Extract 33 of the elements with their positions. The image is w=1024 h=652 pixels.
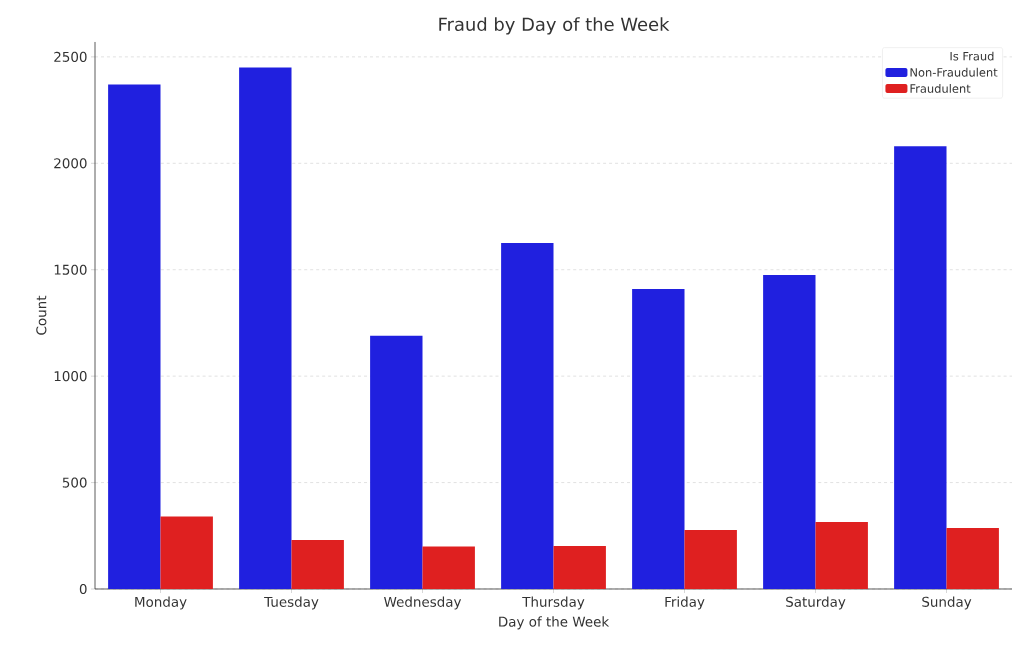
x-tick-label: Thursday (522, 596, 585, 610)
x-tick-label: Friday (665, 596, 705, 610)
y-tick-label: 2500 (54, 51, 87, 62)
x-tick-label: Monday (135, 596, 187, 610)
y-tick-label: 1000 (54, 371, 87, 382)
bar (108, 84, 161, 589)
x-tick-label: Tuesday (264, 596, 319, 610)
bar (291, 540, 344, 589)
y-axis-title: Count (36, 295, 47, 335)
legend-label: Non-Fraudulent (910, 67, 998, 77)
bar (894, 146, 947, 589)
x-tick-label: Saturday (786, 596, 846, 610)
bar (239, 67, 292, 589)
x-axis-title: Day of the Week (499, 616, 610, 630)
bar (632, 288, 685, 589)
bar (815, 521, 868, 589)
legend-title: Is Fraud (950, 51, 994, 61)
bar (160, 516, 213, 589)
chart-title: Fraud by Day of the Week (439, 17, 670, 35)
legend-label: Fraudulent (910, 84, 971, 93)
bar (553, 545, 606, 589)
x-tick-label: Sunday (922, 596, 972, 610)
bar (501, 243, 554, 589)
x-tick-label: Wednesday (384, 596, 462, 610)
y-tick-label: 2000 (54, 158, 87, 169)
bar (763, 275, 816, 589)
bar (370, 335, 423, 589)
bar (422, 546, 475, 589)
y-tick-label: 500 (62, 477, 87, 488)
y-tick-label: 0 (79, 583, 87, 595)
y-tick-label: 1500 (54, 264, 87, 275)
bar (684, 530, 737, 589)
bar (946, 527, 999, 589)
